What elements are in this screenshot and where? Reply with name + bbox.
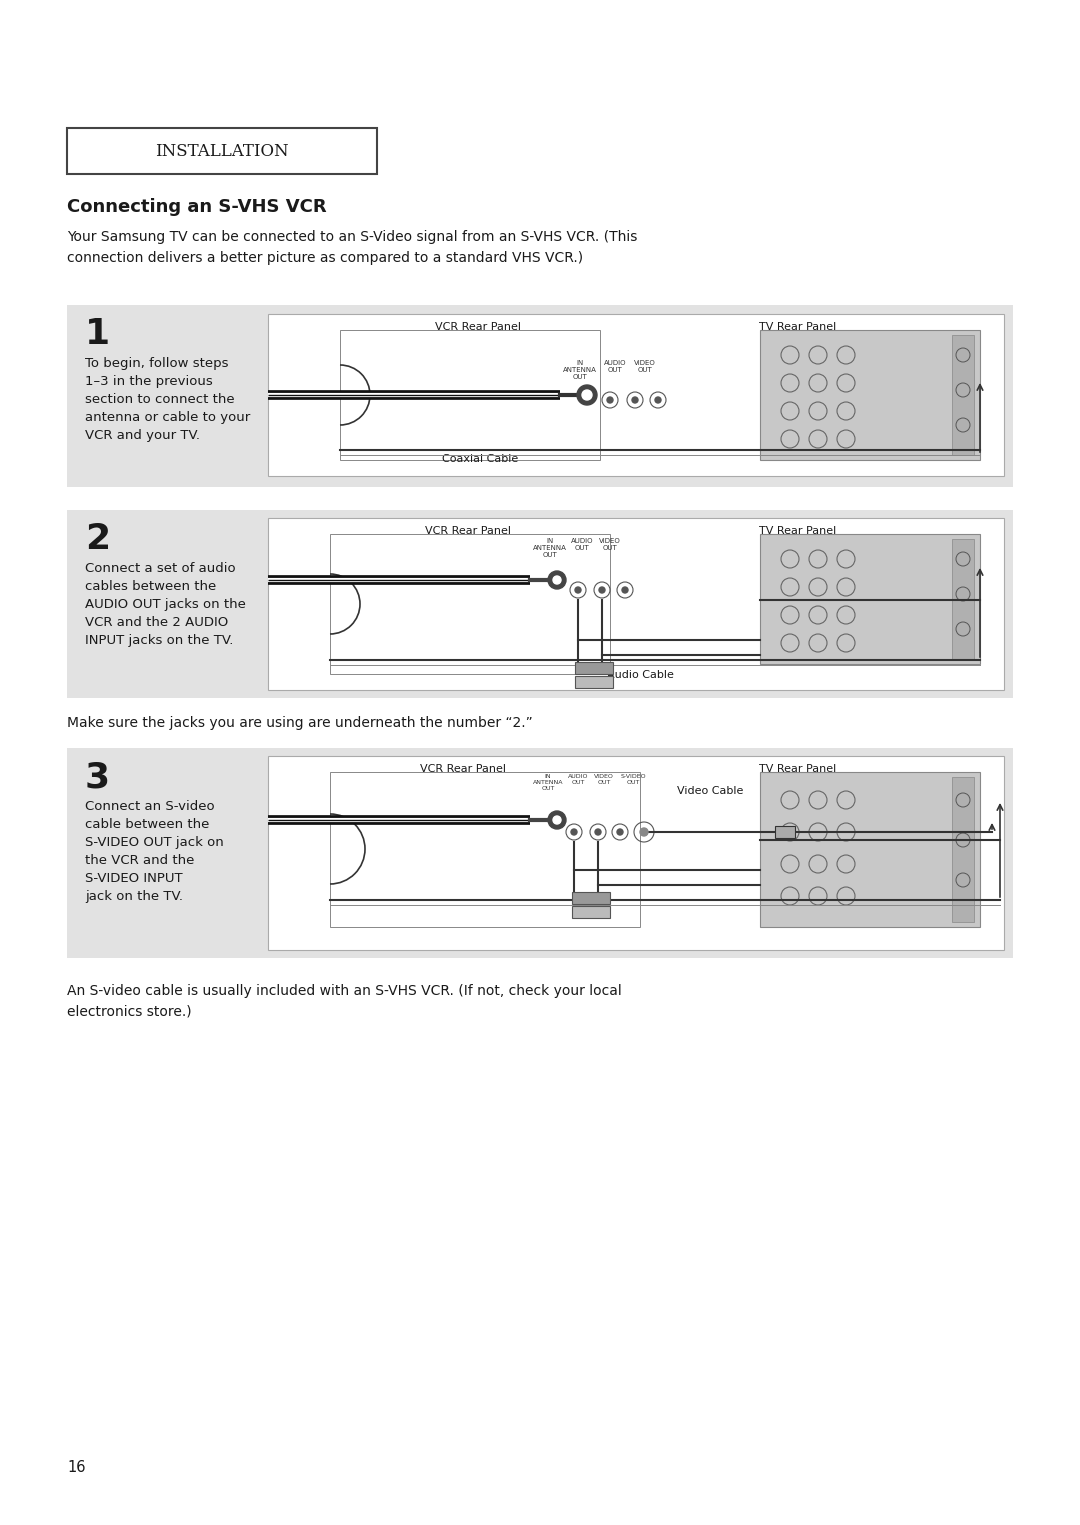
Bar	[572, 906, 610, 918]
Bar	[760, 329, 980, 461]
Text: Connecting an S-VHS VCR: Connecting an S-VHS VCR	[67, 198, 326, 217]
Bar	[951, 538, 974, 659]
Bar	[67, 747, 1013, 958]
Bar	[330, 534, 610, 674]
Circle shape	[575, 587, 581, 593]
Text: S-VIDEO
OUT: S-VIDEO OUT	[620, 775, 646, 785]
Bar	[340, 329, 600, 461]
Text: AUDIO
OUT: AUDIO OUT	[604, 360, 626, 374]
Text: IN
ANTENNA
OUT: IN ANTENNA OUT	[563, 360, 597, 380]
Text: Connect an S-video
cable between the
S-VIDEO OUT jack on
the VCR and the
S-VIDEO: Connect an S-video cable between the S-V…	[85, 801, 224, 903]
Bar	[775, 827, 795, 839]
Text: IN
ANTENNA
OUT: IN ANTENNA OUT	[532, 775, 564, 790]
Text: TV Rear Panel: TV Rear Panel	[759, 322, 837, 332]
Text: INSTALLATION: INSTALLATION	[156, 142, 288, 160]
Bar	[575, 676, 613, 688]
Text: TV Rear Panel: TV Rear Panel	[759, 764, 837, 775]
Circle shape	[599, 587, 605, 593]
Text: Video Cable: Video Cable	[677, 785, 743, 796]
Bar	[951, 778, 974, 923]
Text: Your Samsung TV can be connected to an S-Video signal from an S-VHS VCR. (This
c: Your Samsung TV can be connected to an S…	[67, 230, 637, 265]
Text: An S-video cable is usually included with an S-VHS VCR. (If not, check your loca: An S-video cable is usually included wit…	[67, 984, 622, 1019]
Text: TV Rear Panel: TV Rear Panel	[759, 526, 837, 535]
Circle shape	[595, 830, 600, 836]
Bar	[67, 305, 1013, 486]
Circle shape	[548, 811, 566, 830]
Text: VIDEO
OUT: VIDEO OUT	[599, 538, 621, 551]
Circle shape	[617, 830, 623, 836]
Bar	[67, 128, 377, 174]
Circle shape	[548, 570, 566, 589]
Bar	[760, 772, 980, 927]
Circle shape	[553, 816, 561, 824]
Bar	[575, 662, 613, 674]
Text: VCR Rear Panel: VCR Rear Panel	[435, 322, 521, 332]
Text: 1: 1	[85, 317, 110, 351]
Bar	[67, 509, 1013, 698]
Text: To begin, follow steps
1–3 in the previous
section to connect the
antenna or cab: To begin, follow steps 1–3 in the previo…	[85, 357, 251, 442]
Circle shape	[607, 396, 613, 403]
Text: AUDIO
OUT: AUDIO OUT	[570, 538, 593, 551]
Text: VIDEO
OUT: VIDEO OUT	[634, 360, 656, 374]
Circle shape	[553, 576, 561, 584]
Circle shape	[582, 390, 592, 400]
Circle shape	[654, 396, 661, 403]
Text: Coaxial Cable: Coaxial Cable	[442, 454, 518, 464]
Circle shape	[632, 396, 638, 403]
Circle shape	[640, 828, 648, 836]
Text: Audio Cable: Audio Cable	[607, 669, 674, 680]
Text: Connect a set of audio
cables between the
AUDIO OUT jacks on the
VCR and the 2 A: Connect a set of audio cables between th…	[85, 563, 246, 647]
Text: 2: 2	[85, 522, 110, 557]
Circle shape	[577, 384, 597, 406]
Text: VIDEO
OUT: VIDEO OUT	[594, 775, 613, 785]
Circle shape	[622, 587, 627, 593]
Text: 3: 3	[85, 759, 110, 795]
Bar	[760, 534, 980, 663]
Text: VCR Rear Panel: VCR Rear Panel	[426, 526, 511, 535]
Bar	[330, 772, 640, 927]
Circle shape	[571, 830, 577, 836]
Text: AUDIO
OUT: AUDIO OUT	[568, 775, 589, 785]
Text: Make sure the jacks you are using are underneath the number “2.”: Make sure the jacks you are using are un…	[67, 717, 532, 730]
Bar	[268, 314, 1004, 476]
Text: 16: 16	[67, 1459, 85, 1475]
Bar	[268, 518, 1004, 689]
Text: IN
ANTENNA
OUT: IN ANTENNA OUT	[534, 538, 567, 558]
Text: VCR Rear Panel: VCR Rear Panel	[420, 764, 507, 775]
Bar	[951, 336, 974, 454]
Bar	[572, 892, 610, 904]
Bar	[268, 756, 1004, 950]
